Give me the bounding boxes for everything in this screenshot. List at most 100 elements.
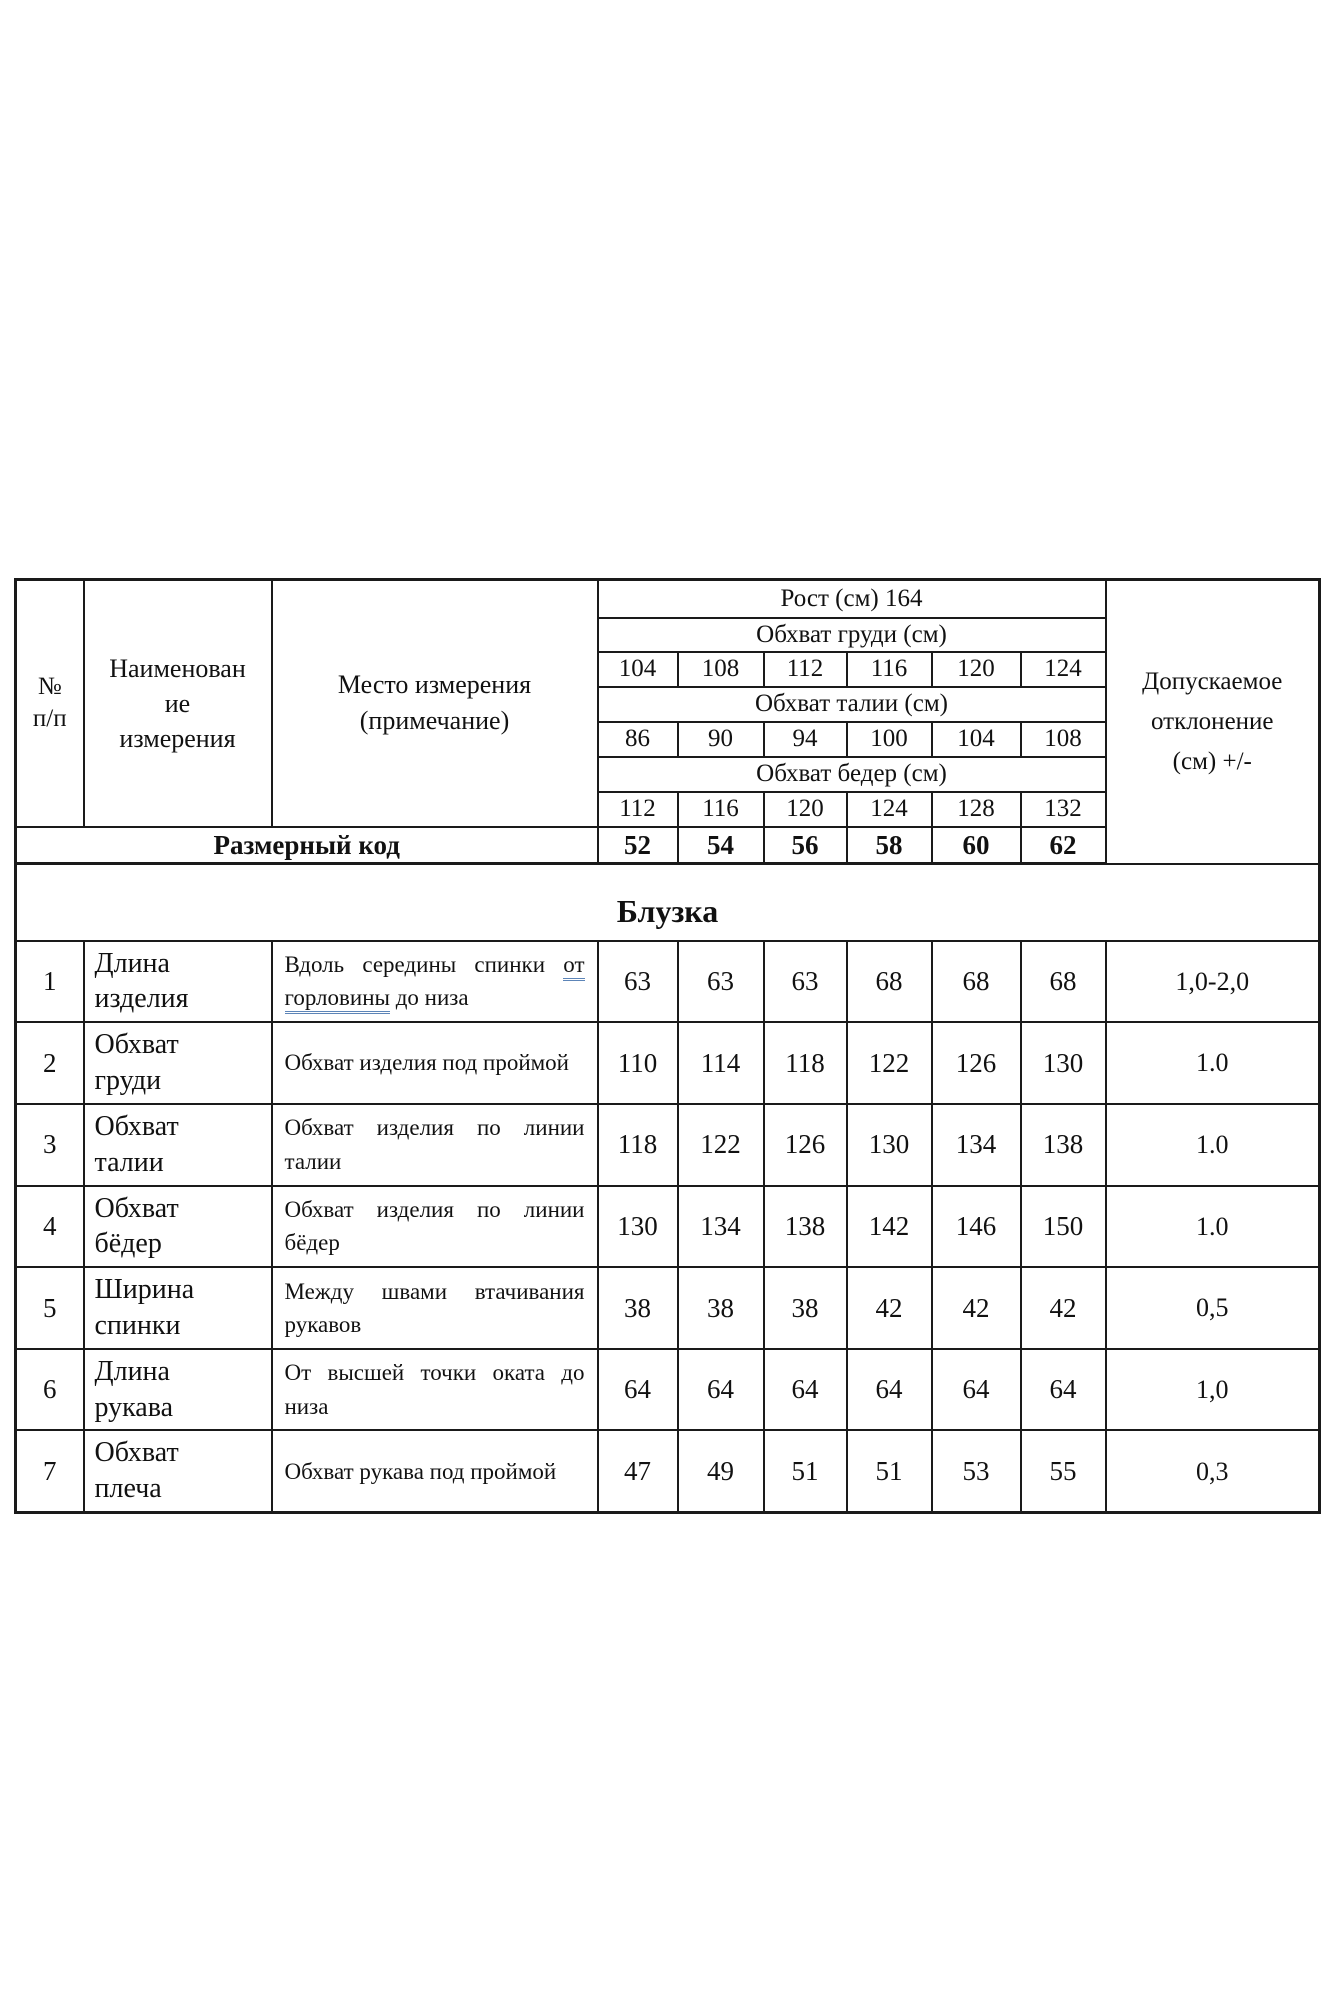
value-cell: 63 [762,939,848,1024]
row-number-cell: 6 [14,1347,85,1432]
deviation-cell: 1,0-2,0 [1104,939,1321,1024]
header-cell-measurement-place: Место измерения (примечание) [270,578,599,828]
waist-size-cell: 90 [676,720,765,758]
row-number-cell: 7 [14,1429,85,1514]
section-title-row: Блузка [14,862,1321,942]
header-row-hips-label: Обхват бедер (см) [16,755,1320,793]
table-row: 3 Обхват талии Обхват изделия по линии т… [14,1102,1321,1187]
header-cell-deviation: Допускаемое отклонение (см) +/- [1104,578,1321,865]
measurement-name-cell: Длина рукава [82,1347,273,1432]
value-cell: 64 [762,1347,848,1432]
deviation-cell: 0,3 [1104,1429,1321,1514]
size-code-label: Размерный код [14,825,599,866]
measurement-place-cell: Вдоль середины спинки от горловины до ни… [270,939,599,1024]
measurement-place-cell: Обхват изделия по линии бёдер [270,1184,599,1269]
value-cell: 64 [930,1347,1022,1432]
place-text-part: Вдоль середины спинки [284,952,564,978]
value-cell: 122 [676,1102,765,1187]
size-code-cell: 54 [676,825,765,866]
measurement-name-cell: Обхват груди [82,1021,273,1105]
value-cell: 63 [596,939,679,1024]
chest-size-cell: 112 [762,650,848,688]
section-title: Блузка [14,862,1321,942]
value-cell: 49 [676,1429,765,1514]
measurement-place-cell: Между швами втачивания рукавов [270,1266,599,1350]
value-cell: 47 [596,1429,679,1514]
value-cell: 42 [930,1266,1022,1350]
value-cell: 38 [762,1266,848,1350]
header-row-hips-values: 112 116 120 124 128 132 [16,790,1320,828]
hips-size-cell: 128 [930,790,1022,828]
header-cell-number: № п/п [14,578,85,828]
chest-size-cell: 120 [930,650,1022,688]
chest-size-cell: 124 [1019,650,1107,688]
hips-size-cell: 132 [1019,790,1107,828]
measurement-name-cell: Обхват плеча [82,1429,273,1514]
value-cell: 42 [845,1266,933,1350]
measurement-place-cell: Обхват рукава под проймой [270,1429,599,1514]
value-cell: 138 [762,1184,848,1269]
size-code-cell: 58 [845,825,933,866]
row-number-cell: 1 [14,939,85,1024]
header-cell-measurement-name: Наименован ие измерения [82,578,273,828]
value-cell: 38 [676,1266,765,1350]
garment-size-table: № п/п Наименован ие измерения Место изме… [14,578,1321,1515]
header-cell-height: Рост (см) 164 [596,578,1107,619]
value-cell: 64 [845,1347,933,1432]
place-text-part: до низа [389,985,469,1011]
row-number-cell: 3 [14,1102,85,1187]
hips-size-cell: 116 [676,790,765,828]
value-cell: 114 [676,1021,765,1105]
hips-size-cell: 120 [762,790,848,828]
place-text-underlined: от горловины [284,952,585,1015]
deviation-cell: 1.0 [1104,1021,1321,1105]
value-cell: 134 [676,1184,765,1269]
chest-size-cell: 116 [845,650,933,688]
chest-size-cell: 104 [596,650,679,688]
measurement-place-cell: Обхват изделия по линии талии [270,1102,599,1187]
waist-size-cell: 104 [930,720,1022,758]
size-code-cell: 60 [930,825,1022,866]
deviation-cell: 1.0 [1104,1102,1321,1187]
header-cell-waist-label: Обхват талии (см) [596,685,1107,723]
value-cell: 134 [930,1102,1022,1187]
deviation-cell: 1.0 [1104,1184,1321,1269]
header-row-waist-label: Обхват талии (см) [16,685,1320,723]
measurement-place-cell: От высшей точки оката до низа [270,1347,599,1432]
header-row-waist-values: 86 90 94 100 104 108 [16,720,1320,758]
table-row: 1 Длина изделия Вдоль середины спинки от… [14,939,1321,1024]
measurement-name-cell: Обхват талии [82,1102,273,1187]
value-cell: 150 [1019,1184,1107,1269]
value-cell: 122 [845,1021,933,1105]
value-cell: 64 [676,1347,765,1432]
waist-size-cell: 86 [596,720,679,758]
table-row: 6 Длина рукава От высшей точки оката до … [14,1347,1321,1432]
size-table-sheet: № п/п Наименован ие измерения Место изме… [14,578,1321,1515]
value-cell: 68 [845,939,933,1024]
value-cell: 110 [596,1021,679,1105]
value-cell: 142 [845,1184,933,1269]
value-cell: 68 [930,939,1022,1024]
table-row: 2 Обхват груди Обхват изделия под проймо… [14,1021,1321,1105]
deviation-cell: 0,5 [1104,1266,1321,1350]
value-cell: 63 [676,939,765,1024]
value-cell: 146 [930,1184,1022,1269]
waist-size-cell: 100 [845,720,933,758]
value-cell: 130 [1019,1021,1107,1105]
hips-size-cell: 124 [845,790,933,828]
value-cell: 118 [762,1021,848,1105]
value-cell: 68 [1019,939,1107,1024]
value-cell: 130 [845,1102,933,1187]
value-cell: 126 [930,1021,1022,1105]
table-row: 4 Обхват бёдер Обхват изделия по линии б… [14,1184,1321,1269]
measurement-name-cell: Длина изделия [82,939,273,1024]
value-cell: 130 [596,1184,679,1269]
measurement-name-cell: Ширина спинки [82,1266,273,1350]
value-cell: 64 [596,1347,679,1432]
measurement-name-cell: Обхват бёдер [82,1184,273,1269]
row-number-cell: 5 [14,1266,85,1350]
value-cell: 51 [845,1429,933,1514]
row-number-cell: 2 [14,1021,85,1105]
size-code-row: Размерный код 52 54 56 58 60 62 [14,825,1320,866]
